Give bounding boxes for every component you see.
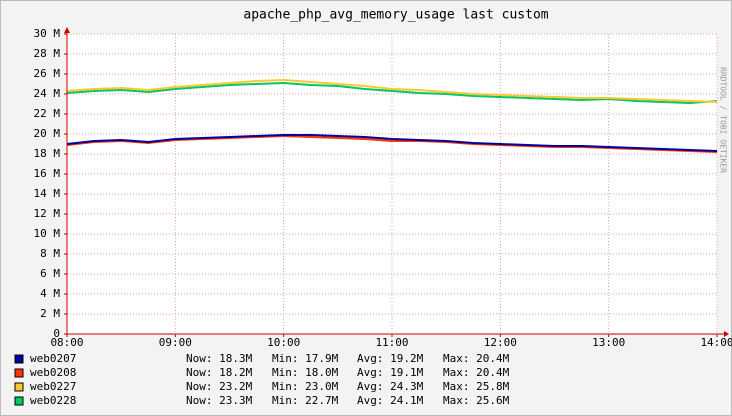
watermark: RRDTOOL / TOBI OETIKER (719, 67, 728, 173)
y-tick-label: 20 M (34, 127, 61, 140)
legend-stat: Now: 23.2M (186, 380, 253, 393)
y-tick-label: 2 M (40, 307, 60, 320)
y-tick-label: 28 M (34, 47, 61, 60)
y-tick-label: 0 (53, 327, 60, 340)
legend-stat: Avg: 19.2M (357, 352, 424, 365)
chart-title: apache_php_avg_memory_usage last custom (243, 8, 548, 23)
series-line (66, 78, 718, 103)
legend-stat: Avg: 24.1M (357, 394, 424, 407)
y-tick-label: 12 M (34, 207, 61, 220)
y-tick-label: 26 M (34, 67, 61, 80)
y-tick-label: 10 M (34, 227, 61, 240)
legend-stat: Avg: 19.1M (357, 366, 424, 379)
legend-swatch (14, 354, 24, 364)
x-tick-label: 10:00 (267, 336, 300, 349)
y-tick-label: 8 M (40, 247, 60, 260)
legend-swatch (14, 382, 24, 392)
y-tick-label: 14 M (34, 187, 61, 200)
axes (64, 27, 729, 337)
legend-stat: Max: 20.4M (443, 352, 510, 365)
legend-stat: Max: 20.4M (443, 366, 510, 379)
y-tick-label: 18 M (34, 147, 61, 160)
legend-stat: Max: 25.8M (443, 380, 510, 393)
series-line (66, 134, 718, 152)
y-tick-label: 4 M (40, 287, 60, 300)
x-tick-label: 13:00 (592, 336, 625, 349)
x-tick-label: 09:00 (159, 336, 192, 349)
y-tick-label: 6 M (40, 267, 60, 280)
legend-swatch (14, 396, 24, 406)
legend-swatch (14, 368, 24, 378)
legend-stat: Now: 23.3M (186, 394, 253, 407)
y-arrow (64, 27, 70, 33)
legend-stat: Min: 17.9M (272, 352, 339, 365)
legend-stat: Now: 18.2M (186, 366, 253, 379)
legend-label: web0207 (30, 352, 76, 365)
x-tick-label: 08:00 (50, 336, 83, 349)
labels: 0 2 M 4 M 6 M 8 M 10 M 12 M 14 M 16 M 18 M 20 M 22 … (14, 27, 732, 407)
y-tick-label: 30 M (34, 27, 61, 40)
legend-stat: Max: 25.6M (443, 394, 510, 407)
y-tick-label: 22 M (34, 107, 61, 120)
x-tick-label: 14:00 (700, 336, 732, 349)
legend-stat: Min: 22.7M (272, 394, 339, 407)
legend-stat: Min: 18.0M (272, 366, 339, 379)
legend-label: web0228 (30, 394, 76, 407)
y-tick-label: 16 M (34, 167, 61, 180)
x-arrow (724, 331, 729, 337)
legend-label: web0208 (30, 366, 76, 379)
y-tick-label: 24 M (34, 87, 61, 100)
legend-stat: Min: 23.0M (272, 380, 339, 393)
legend-stat: Avg: 24.3M (357, 380, 424, 393)
lines (66, 78, 718, 153)
x-tick-label: 11:00 (375, 336, 408, 349)
grid (66, 33, 718, 335)
legend-label: web0227 (30, 380, 76, 393)
legend-stat: Now: 18.3M (186, 352, 253, 365)
x-tick-label: 12:00 (484, 336, 517, 349)
